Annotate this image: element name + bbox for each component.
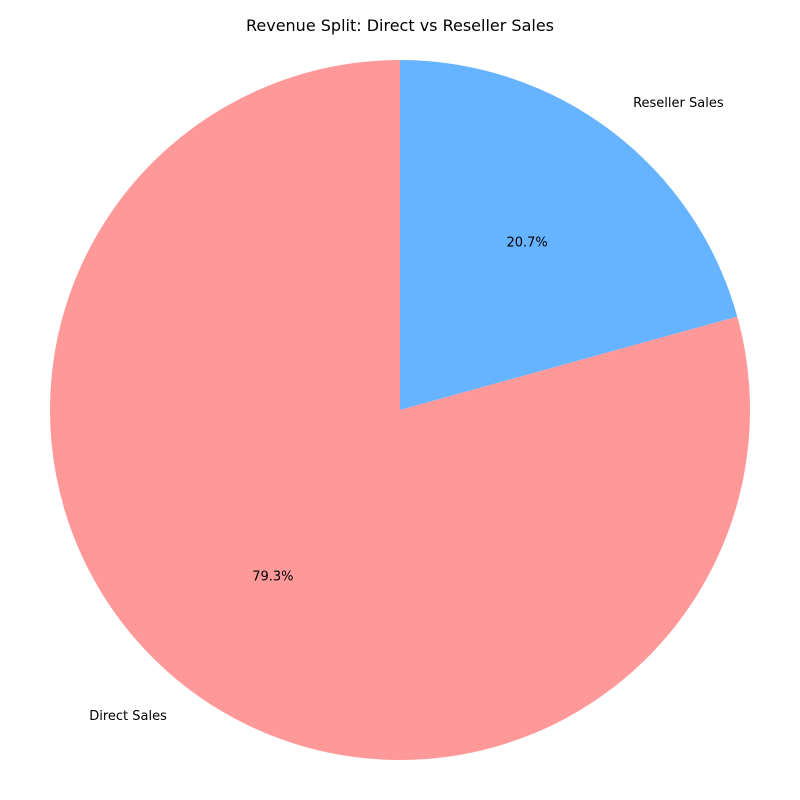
chart-title: Revenue Split: Direct vs Reseller Sales	[246, 16, 554, 35]
slice-pct-direct-sales: 79.3%	[252, 570, 293, 585]
pie-slice-direct-sales	[49, 60, 750, 761]
pie-slice-reseller-sales	[400, 60, 738, 410]
slice-label-direct-sales: Direct Sales	[89, 709, 167, 724]
pie-slices	[49, 60, 750, 761]
slice-pct-reseller-sales: 20.7%	[506, 235, 547, 250]
slice-label-reseller-sales: Reseller Sales	[633, 96, 724, 111]
pie-labels: Reseller Sales 20.7% Direct Sales 79.3%	[89, 96, 724, 724]
